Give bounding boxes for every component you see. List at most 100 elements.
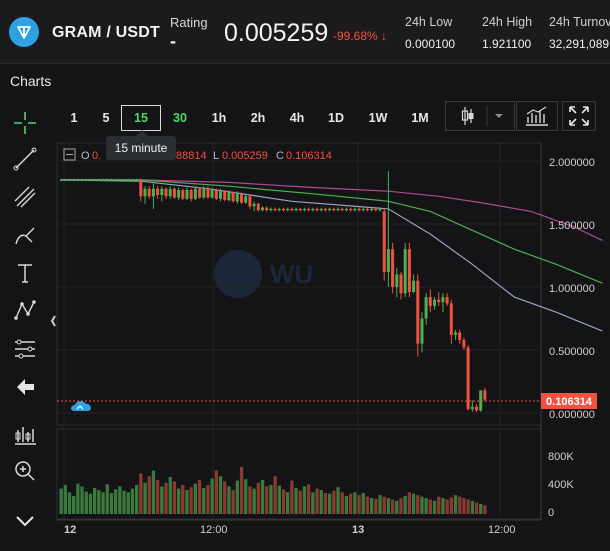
candle-body [147,188,151,197]
candle-body [470,406,474,410]
volume-bar [277,485,281,514]
candle-body [273,208,277,211]
indicators-button[interactable] [516,101,558,131]
pattern-tool[interactable] [10,296,40,326]
volume-bar [231,490,235,514]
price-tick: 0.500000 [549,346,595,358]
volume-bar [244,479,248,514]
ohlc-l-label: L [213,150,219,162]
fullscreen-button[interactable] [562,101,596,131]
candle-body [160,188,164,195]
candle-body [235,193,239,202]
candle-body [223,191,227,200]
chevron-down-icon [495,114,503,118]
legend-toggle-box[interactable] [63,148,76,161]
candle-body [118,179,122,181]
volume-bar [323,493,328,514]
candle-body [277,208,281,211]
candle-body [441,297,445,303]
arrow-left-icon [17,379,34,395]
volume-bar [218,476,223,514]
candle-body [294,208,298,211]
price-axis: 2.000000 1.500000 1.000000 0.500000 0.00… [549,157,595,421]
volume-bar [202,487,206,514]
channel-tool[interactable] [10,182,40,212]
price-tick: 2.000000 [549,157,595,169]
chart-type-select[interactable] [445,101,515,131]
volume-bar [122,490,126,514]
candle-body [76,179,80,181]
last-price: 0.005259 [224,19,329,47]
candle-body [416,280,420,344]
timeframe-bar: 1 5 15 30 1h 2h 4h 1D 1W 1M [52,100,610,134]
pattern-icon [14,300,36,320]
price-tick: 1.500000 [549,220,595,232]
text-tool[interactable] [10,258,40,288]
drawing-toolbar [0,100,52,551]
candle-body [189,190,193,199]
candle-body [240,193,243,203]
timeframe-1[interactable]: 1 [70,111,78,125]
indicators-tool[interactable] [10,420,40,450]
time-tick: 13 [352,524,364,536]
timeframe-5[interactable]: 5 [102,111,110,125]
timeframe-2h[interactable]: 2h [250,111,266,125]
pane-handle-icon[interactable] [50,315,56,327]
timeframe-1m[interactable]: 1M [411,111,429,125]
candle-body [303,208,306,211]
candle-body [84,179,88,181]
candle-body [248,196,252,207]
timeframe-4h[interactable]: 4h [289,111,305,125]
crosshair-tool[interactable] [10,108,40,138]
candle-body [198,188,202,198]
volume-bar [420,496,424,514]
volume-bar [344,495,349,514]
trading-pair-title[interactable]: GRAM / USDT [52,24,160,41]
svg-text:WU: WU [270,259,313,289]
volume-bar [135,485,139,514]
volume-bar [449,497,453,514]
candle-body [479,390,483,411]
arrow-down-icon: ↓ [381,29,388,43]
candle-body [420,318,424,344]
stat-24h-turnover-value: 32,291,089.1 [549,37,610,51]
volume-bar [197,479,202,514]
candle-body [156,188,160,195]
volume-bar [458,496,462,514]
volume-bar [336,487,340,514]
panel-title: Charts [10,73,52,89]
volume-bar [349,493,353,514]
timeframe-1w[interactable]: 1W [368,111,388,125]
collapse-tools[interactable] [10,506,40,536]
candle-body [290,208,294,211]
volume-bar [370,498,374,514]
volume-bar [407,492,411,515]
candle-body [282,208,285,211]
candle-body [412,280,416,292]
stat-24h-turnover-label: 24h Turnover [549,15,610,29]
volume-bar [239,466,244,514]
candle-body [72,179,76,181]
time-tick: 12:00 [200,524,228,536]
timeframe-1h[interactable]: 1h [211,111,227,125]
volume-bar [357,495,361,514]
candle-body [143,188,147,197]
zoom-tool[interactable] [10,456,40,486]
volume-bar [206,485,210,514]
brush-tool[interactable] [10,220,40,250]
volume-bar [479,503,483,514]
volume-bar [273,476,277,514]
back-tool[interactable] [10,372,40,402]
cloud-icon[interactable] [71,401,91,411]
candle-body [227,192,231,201]
brush-icon [15,227,35,245]
ma-fast-line [61,179,603,332]
timeframe-1d[interactable]: 1D [328,111,344,125]
timeframe-30[interactable]: 30 [173,111,187,125]
candle-body [483,390,487,400]
trend-line-tool[interactable] [10,144,40,174]
volume-bar [302,486,307,514]
candle-body [349,208,353,211]
fib-tool[interactable] [10,334,40,364]
